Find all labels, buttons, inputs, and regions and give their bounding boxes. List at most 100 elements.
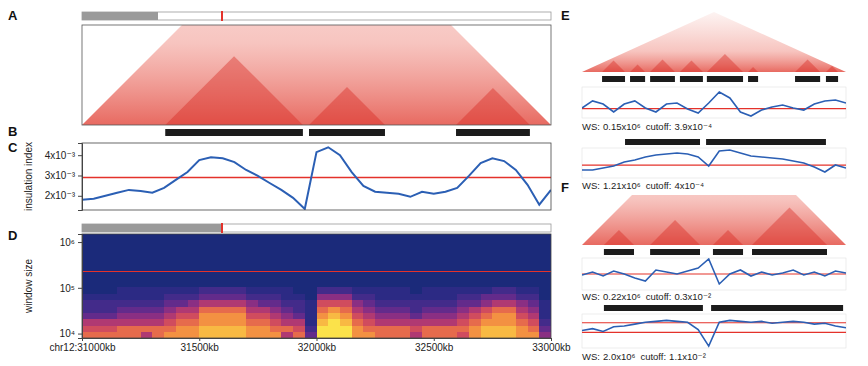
heatmap-cell (328, 300, 340, 307)
heatmap-cell (434, 332, 446, 338)
heatmap-cell (481, 287, 493, 294)
domain-triangle (826, 66, 838, 72)
heatmap-cell (445, 332, 457, 338)
domain-segment (604, 305, 703, 311)
heatmap-cell (246, 300, 258, 307)
heatmap-cell (94, 306, 106, 313)
caption-part: 2.0x10⁶ (603, 351, 636, 362)
heatmap-cell (82, 326, 94, 333)
heatmap-cell (340, 234, 352, 280)
heatmap-cell (117, 312, 129, 319)
caption: WS:0.22x10⁶cutoff:0.3x10⁻² (582, 291, 711, 302)
domain-triangle (456, 88, 530, 125)
plot-frame (582, 314, 846, 348)
heatmap-cell (492, 306, 504, 313)
heatmap-cell (516, 306, 528, 313)
axis-title: insulation index (23, 142, 34, 211)
heatmap-cell (188, 319, 200, 326)
heatmap-cell (504, 312, 516, 319)
heatmap-cell (317, 332, 329, 338)
heatmap-cell (117, 280, 129, 288)
heatmap-cell (105, 293, 117, 300)
caption-part: 1.21x10⁶ (603, 180, 641, 191)
tick: 32000kb (298, 338, 337, 353)
tick-mark (78, 175, 82, 176)
heatmap-cell (340, 319, 352, 326)
position-bar (82, 224, 551, 232)
heatmap-cell (410, 319, 422, 326)
y-axis: 2x10⁻³3x10⁻³4x10⁻³ (45, 144, 83, 211)
domain-segment (456, 129, 530, 136)
heatmap-cell (117, 326, 129, 333)
heatmap-cell (211, 319, 223, 326)
heatmap-cell (469, 293, 481, 300)
heatmap-cell (492, 312, 504, 319)
domain-segment (706, 139, 826, 145)
heatmap-cell (434, 300, 446, 307)
heatmap-cell (422, 312, 434, 319)
heatmap-cell (270, 300, 282, 307)
heatmap-cell (223, 287, 235, 294)
panel-label: B (8, 124, 17, 139)
heatmap-cell (363, 326, 375, 333)
tick-mark (434, 338, 435, 341)
heatmap-cell (410, 234, 422, 280)
heatmap-cell (387, 287, 399, 294)
heatmap-cell (188, 287, 200, 294)
heatmap-cell (363, 319, 375, 326)
heatmap-cell (528, 234, 540, 280)
caption: WS:1.21x10⁶cutoff:4x10⁻⁴ (582, 180, 704, 191)
heatmap-cell (293, 280, 305, 288)
heatmap-cell (492, 234, 504, 280)
heatmap-cell (340, 287, 352, 294)
heatmap-cell (399, 326, 411, 333)
heatmap-cell (317, 280, 329, 288)
heatmap-cell (105, 312, 117, 319)
domain-segment (752, 249, 827, 255)
heatmap-cell (293, 319, 305, 326)
heatmap-cell (176, 280, 188, 288)
y-axis: 10⁴10⁵10⁶ (60, 235, 83, 340)
heatmap-cell (504, 234, 516, 280)
heatmap-cell (199, 280, 211, 288)
heatmap-cell (188, 280, 200, 288)
heatmap-cell (258, 319, 270, 326)
heatmap-cell (258, 306, 270, 313)
heatmap-cell (352, 319, 364, 326)
heatmap-cell (141, 287, 153, 294)
caption-part: WS: (582, 180, 600, 191)
caption-part: 0.15x10⁶ (603, 121, 641, 132)
heatmap-cell (211, 326, 223, 333)
heatmap-cell (539, 300, 551, 307)
heatmap-cell (176, 306, 188, 313)
heatmap-cell (188, 326, 200, 333)
heatmap-cell (387, 332, 399, 338)
heatmap-cell (528, 312, 540, 319)
heatmap-cell (516, 234, 528, 280)
domain-segment (650, 249, 700, 255)
heatmap-cell (270, 280, 282, 288)
heatmap-cell (199, 300, 211, 307)
heatmap-cell (270, 312, 282, 319)
heatmap-cell (445, 319, 457, 326)
heatmap-cell (422, 280, 434, 288)
heatmap-cell (234, 287, 246, 294)
heatmap-cell (340, 306, 352, 313)
insulation-line (582, 320, 846, 346)
tick-label: 32500kb (415, 342, 454, 353)
domain-triangle (713, 230, 743, 245)
heatmap-cell (387, 312, 399, 319)
heatmap-cell (504, 300, 516, 307)
heatmap-cell (117, 300, 129, 307)
heatmap-cell (328, 306, 340, 313)
heatmap-cell (141, 280, 153, 288)
heatmap-cell (199, 287, 211, 294)
heatmap-cell (445, 234, 457, 280)
heatmap-cell (363, 332, 375, 338)
heatmap-cell (129, 319, 141, 326)
heatmap-cell (293, 300, 305, 307)
heatmap-cell (317, 319, 329, 326)
heatmap-cell (492, 326, 504, 333)
heatmap-cell (457, 312, 469, 319)
heatmap-cell (340, 326, 352, 333)
